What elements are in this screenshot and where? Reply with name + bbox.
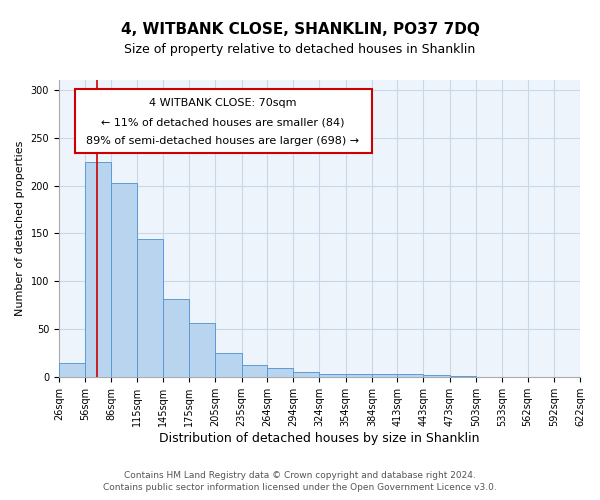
Bar [372,374,397,378]
Bar [267,368,293,378]
Text: Contains public sector information licensed under the Open Government Licence v3: Contains public sector information licen… [103,484,497,492]
Bar [346,374,372,378]
X-axis label: Distribution of detached houses by size in Shanklin: Distribution of detached houses by size … [159,432,480,445]
Bar [450,376,476,378]
Bar [137,239,163,378]
Text: 89% of semi-detached houses are larger (698) →: 89% of semi-detached houses are larger (… [86,136,359,146]
Bar [293,372,319,378]
Bar [319,374,346,378]
Bar [59,363,85,378]
Bar [163,298,189,378]
Text: Contains HM Land Registry data © Crown copyright and database right 2024.: Contains HM Land Registry data © Crown c… [124,471,476,480]
Text: Size of property relative to detached houses in Shanklin: Size of property relative to detached ho… [124,42,476,56]
Bar [215,354,242,378]
Bar [85,162,112,378]
Text: ← 11% of detached houses are smaller (84): ← 11% of detached houses are smaller (84… [101,117,345,127]
Text: 4, WITBANK CLOSE, SHANKLIN, PO37 7DQ: 4, WITBANK CLOSE, SHANKLIN, PO37 7DQ [121,22,479,38]
Bar [397,374,424,378]
Bar [189,322,215,378]
Text: 4 WITBANK CLOSE: 70sqm: 4 WITBANK CLOSE: 70sqm [149,98,297,108]
FancyBboxPatch shape [74,89,371,153]
Bar [112,182,137,378]
Y-axis label: Number of detached properties: Number of detached properties [15,141,25,316]
Bar [242,365,267,378]
Bar [424,376,450,378]
